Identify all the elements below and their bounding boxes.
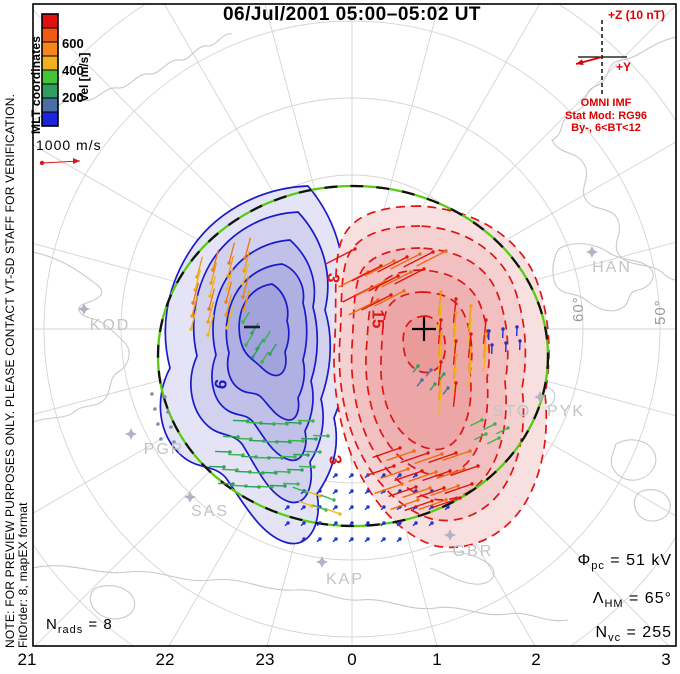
- velocity-colorbar: [41, 13, 59, 127]
- station-label-SAS: SAS: [190, 503, 229, 520]
- station-markers: [78, 246, 598, 568]
- mlt-axis-label-21: 21: [17, 650, 37, 669]
- station-label-HAN: HAN: [592, 259, 632, 276]
- lambda-symbol: Λ: [592, 590, 605, 607]
- velocity-vectors: [149, 237, 522, 543]
- imf-condition-label: By-, 6<BT<12: [571, 122, 641, 134]
- imf-y-axis-label: +Y: [616, 60, 632, 74]
- plot-frame: [32, 3, 677, 647]
- mlt-axis-label-0: 0: [347, 650, 357, 669]
- imf-dial: [575, 20, 627, 96]
- reference-vector-label: 1000 m/s: [36, 137, 102, 153]
- mlt-axis-label-22: 22: [155, 650, 175, 669]
- latitude-label-60°: 60°: [570, 296, 587, 322]
- latitude-label-50°: 50°: [652, 299, 669, 325]
- imf-z-axis-label: +Z (10 nT): [608, 8, 666, 22]
- coastlines: [33, 33, 676, 622]
- station-label-KAP: KAP: [325, 571, 364, 588]
- reference-vector-arrow: [39, 158, 81, 166]
- colorbar-axis-label: Vel [m/s]: [77, 52, 91, 102]
- radar-count: Nrads = 8: [46, 616, 113, 636]
- colorbar-tick-600: 600: [62, 36, 84, 51]
- station-label-KOD: KOD: [89, 317, 131, 334]
- mlt-coordinates-label: MLT coordinates: [29, 35, 43, 134]
- colorbar-tick-400: 400: [62, 63, 84, 78]
- mlt-axis-label-3: 3: [661, 650, 671, 669]
- vector-count: Nvc = 255: [595, 624, 672, 645]
- negative-dusk-cell-contour-label-9: 9: [210, 377, 231, 391]
- mlt-axis-label-23: 23: [255, 650, 275, 669]
- n-symbol: N: [46, 616, 58, 633]
- imf-stat-model-label: Stat Mod: RG96: [565, 110, 647, 122]
- n-symbol: N: [595, 624, 609, 641]
- station-label-STO: STO: [492, 403, 532, 420]
- positive-dawn-cell-contour-label-3: 3: [325, 453, 346, 467]
- station-label-PGR: PGR: [143, 441, 185, 458]
- cross-polar-cap-potential: Φpc = 51 kV: [577, 552, 672, 573]
- positive-dawn-cell-contour-label-3: 3: [323, 271, 344, 285]
- station-label-GBR: GBR: [452, 543, 494, 560]
- plot-title: 06/Jul/2001 05:00–05:02 UT: [222, 4, 482, 25]
- station-label-PYK: PYK: [546, 403, 585, 420]
- fitorder-note: FitOrder: 8, mapEX format: [16, 502, 30, 648]
- preview-note: NOTE: FOR PREVIEW PURPOSES ONLY. PLEASE …: [3, 93, 17, 648]
- mlt-axis-label-2: 2: [531, 650, 541, 669]
- mlt-axis-label-1: 1: [432, 650, 442, 669]
- imf-source-label: OMNI IMF: [580, 97, 632, 109]
- hm-boundary-latitude: ΛHM = 65°: [592, 590, 672, 611]
- positive-dawn-cell-contour-label-15: 15: [368, 309, 388, 329]
- phi-symbol: Φ: [577, 552, 592, 569]
- colorbar-tick-200: 200: [62, 90, 84, 105]
- hm-boundary-dashed: [156, 184, 550, 528]
